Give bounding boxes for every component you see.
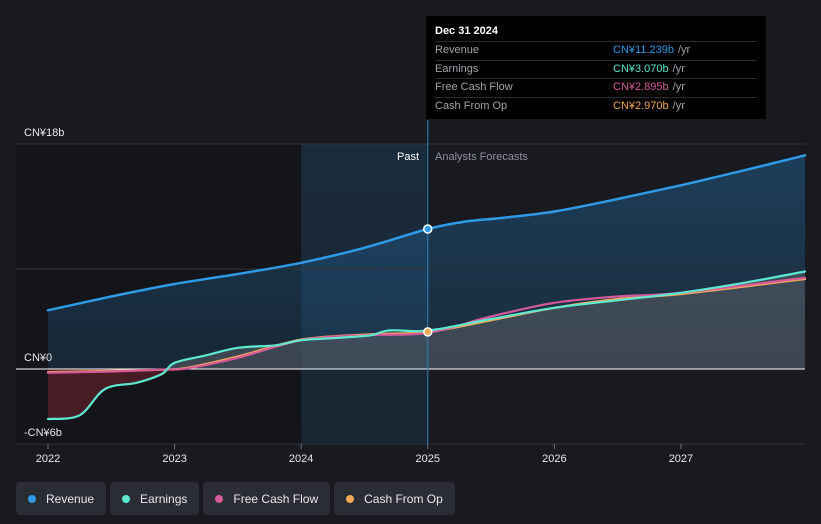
revenue-marker — [423, 224, 433, 234]
legend-dot-icon — [346, 494, 355, 503]
legend-dot-icon — [215, 494, 224, 503]
series-areas — [48, 155, 805, 419]
x-axis: 2022 2023 2024 2025 2026 2027 — [36, 444, 693, 465]
legend-item-free-cash-flow[interactable]: Free Cash Flow — [203, 482, 331, 515]
series-lines — [46, 154, 807, 421]
legend-dot-icon — [122, 494, 131, 503]
tooltip-row-cash-from-op: Cash From Op CN¥2.970b /yr — [435, 96, 757, 116]
tooltip-value: CN¥3.070b — [613, 62, 669, 75]
y-tick-label: -CN¥6b — [24, 427, 62, 439]
earnings-area-positive — [48, 271, 805, 369]
series-line-earnings — [46, 270, 807, 421]
y-tick-label: CN¥0 — [24, 352, 52, 364]
tooltip-unit: /yr — [672, 81, 685, 93]
tooltip: Dec 31 2024 Revenue CN¥11.239b /yr Earni… — [426, 16, 766, 119]
forecast-label: Analysts Forecasts — [435, 151, 528, 163]
legend-label: Earnings — [140, 491, 188, 506]
x-tick-label: 2023 — [162, 453, 186, 465]
tooltip-unit: /yr — [672, 62, 685, 75]
tooltip-label: Cash From Op — [435, 99, 508, 112]
tooltip-row-earnings: Earnings CN¥3.070b /yr — [435, 59, 757, 79]
cash-from-op-marker — [423, 327, 433, 337]
series-line-revenue — [46, 154, 807, 312]
legend-dot-icon — [28, 494, 36, 503]
legend: Revenue Earnings Free Cash Flow Cash Fro… — [16, 482, 455, 515]
legend-label: Free Cash Flow — [233, 491, 319, 506]
legend-item-cash-from-op[interactable]: Cash From Op — [334, 482, 455, 515]
highlight-markers — [423, 224, 433, 337]
legend-label: Cash From Op — [364, 491, 443, 506]
legend-item-earnings[interactable]: Earnings — [110, 482, 200, 515]
tooltip-label: Free Cash Flow — [435, 81, 513, 93]
tooltip-unit: /yr — [672, 99, 685, 112]
tooltip-row-free-cash-flow: Free Cash Flow CN¥2.895b /yr — [435, 78, 757, 97]
x-tick-label: 2027 — [669, 453, 693, 465]
x-tick-label: 2025 — [416, 453, 440, 465]
axis-labels: CN¥18b CN¥0 -CN¥6b Past Analysts Forecas… — [24, 127, 528, 439]
tooltip-row-revenue: Revenue CN¥11.239b /yr — [435, 41, 757, 60]
tooltip-value: CN¥11.239b — [613, 44, 674, 56]
legend-item-revenue[interactable]: Revenue — [16, 482, 107, 515]
tooltip-value: CN¥2.970b — [613, 99, 669, 112]
earnings-area-negative — [48, 369, 805, 419]
tooltip-label: Revenue — [435, 44, 480, 56]
x-tick-label: 2024 — [289, 453, 313, 465]
y-tick-label: CN¥18b — [24, 127, 64, 139]
tooltip-unit: /yr — [677, 44, 691, 56]
x-tick-label: 2022 — [36, 453, 60, 465]
legend-label: Revenue — [46, 491, 95, 506]
tooltip-date: Dec 31 2024 — [435, 25, 498, 37]
past-label: Past — [397, 151, 419, 163]
x-tick-label: 2026 — [542, 453, 566, 465]
tooltip-label: Earnings — [435, 62, 479, 75]
tooltip-value: CN¥2.895b — [613, 81, 669, 93]
